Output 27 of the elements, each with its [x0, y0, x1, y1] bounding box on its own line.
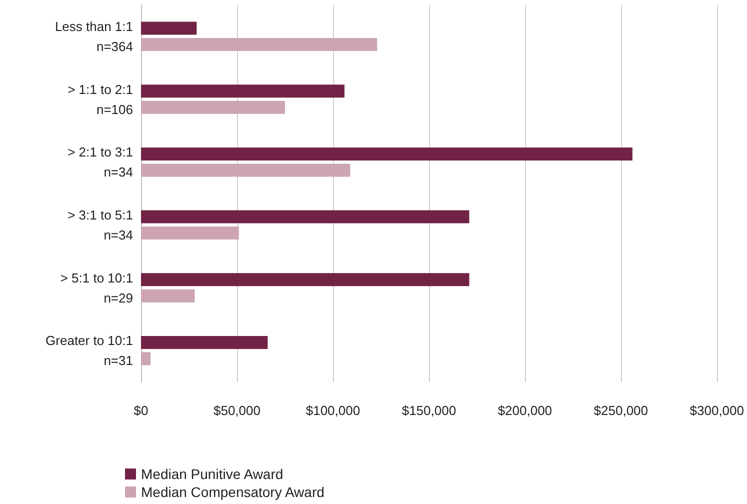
- bar: [141, 210, 470, 224]
- bar: [141, 147, 632, 160]
- bar: [141, 84, 344, 98]
- bar: [141, 273, 470, 286]
- x-tick-label: $100,000: [306, 403, 360, 418]
- legend-label: Median Compensatory Award: [141, 484, 324, 500]
- bar: [141, 336, 268, 349]
- y-tick-label: > 1:1 to 2:1 n=106: [68, 82, 133, 117]
- x-tick-label: $50,000: [213, 403, 260, 418]
- y-tick-label: Greater to 10:1 n=31: [46, 333, 133, 368]
- bar: [141, 164, 350, 177]
- bar: [141, 22, 197, 35]
- bar: [141, 352, 151, 366]
- bar: [141, 289, 195, 302]
- y-tick-label: > 2:1 to 3:1 n=34: [68, 144, 133, 180]
- y-tick-label: > 5:1 to 10:1 n=29: [60, 270, 133, 306]
- x-tick-label: $150,000: [402, 403, 456, 418]
- x-tick-label: $0: [134, 403, 148, 418]
- x-tick-label: $250,000: [594, 403, 648, 418]
- bar: [141, 226, 239, 240]
- bar: [141, 38, 378, 52]
- y-tick-label: Less than 1:1 n=364: [54, 18, 133, 54]
- y-tick-label: > 3:1 to 5:1 n=34: [68, 207, 133, 242]
- x-tick-label: $200,000: [498, 403, 552, 418]
- x-tick-label: $300,000: [690, 403, 744, 418]
- legend-label: Median Punitive Award: [141, 466, 284, 482]
- bar: [141, 100, 285, 114]
